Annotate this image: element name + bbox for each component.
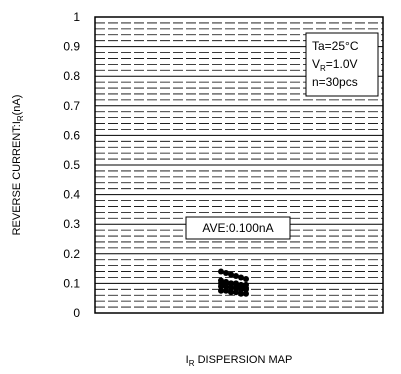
average-annotation: AVE:0.100nA bbox=[185, 216, 291, 240]
data-point bbox=[233, 273, 239, 279]
y-tick-label: 0.6 bbox=[63, 128, 80, 142]
data-point bbox=[218, 280, 224, 287]
y-tick-labels: 0 0.1 0.2 0.3 0.4 0.5 0.6 0.7 0.8 0.9 1 bbox=[63, 10, 80, 320]
y-tick-label: 0.7 bbox=[63, 99, 80, 113]
y-tick-label: 0 bbox=[73, 306, 80, 320]
data-point bbox=[243, 284, 249, 291]
data-point bbox=[223, 287, 229, 294]
x-axis-label-rest: DISPERSION MAP bbox=[195, 354, 293, 366]
data-point bbox=[233, 281, 239, 288]
data-point bbox=[218, 268, 224, 275]
y-axis-label-sub: R bbox=[16, 115, 25, 121]
legend-line-vr: VR=1.0V bbox=[312, 57, 358, 73]
average-annotation-text: AVE:0.100nA bbox=[202, 221, 273, 235]
data-point bbox=[223, 270, 229, 277]
y-tick-label: 0.9 bbox=[63, 40, 80, 54]
y-tick-label: 1 bbox=[73, 10, 80, 24]
x-axis-label-sub: R bbox=[189, 359, 195, 368]
data-point bbox=[218, 287, 224, 294]
y-tick-label: 0.3 bbox=[63, 217, 80, 231]
data-point bbox=[233, 289, 239, 296]
data-point bbox=[228, 289, 234, 296]
y-tick-label: 0.1 bbox=[63, 276, 80, 290]
legend-box: Ta=25°C VR=1.0V n=30pcs bbox=[305, 32, 379, 97]
data-point bbox=[223, 280, 229, 287]
y-axis-label: REVERSE CURRENT:IR(nA) bbox=[11, 95, 25, 236]
data-point bbox=[243, 290, 249, 297]
data-point bbox=[243, 275, 249, 282]
data-point bbox=[228, 284, 234, 291]
data-point bbox=[238, 290, 244, 297]
plot-frame bbox=[94, 16, 384, 314]
y-tick-label: 0.4 bbox=[63, 188, 80, 202]
data-point bbox=[238, 283, 244, 290]
data-point bbox=[228, 280, 234, 287]
y-axis-label-unit: (nA) bbox=[11, 95, 23, 116]
x-axis-label-main: I bbox=[186, 354, 189, 366]
legend-line-ta: Ta=25°C bbox=[312, 39, 359, 53]
y-tick-label: 0.2 bbox=[63, 247, 80, 261]
y-tick-label: 0.8 bbox=[63, 69, 80, 83]
y-axis-label-main: REVERSE CURRENT:I bbox=[11, 121, 23, 235]
legend-line-n: n=30pcs bbox=[312, 75, 358, 89]
data-points bbox=[218, 268, 249, 297]
y-tick-label: 0.5 bbox=[63, 158, 80, 172]
x-axis-label: IR DISPERSION MAP bbox=[186, 354, 293, 368]
data-point bbox=[228, 271, 234, 278]
data-point bbox=[238, 274, 244, 281]
